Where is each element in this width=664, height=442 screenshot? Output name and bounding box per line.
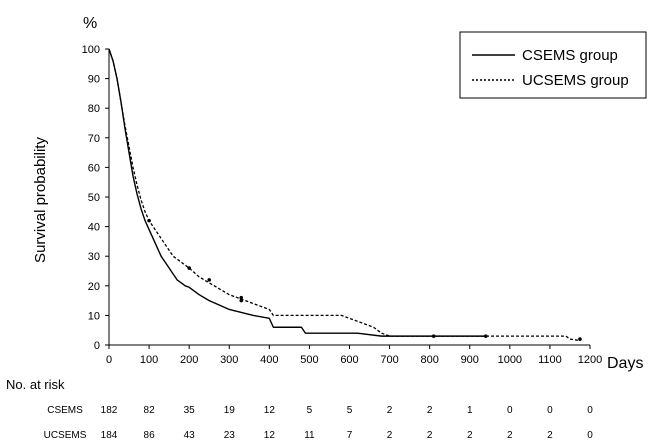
risk-value: 0 xyxy=(547,405,553,416)
y-tick-label: 90 xyxy=(88,74,100,86)
survival-curves xyxy=(108,48,581,342)
x-tick-label: 700 xyxy=(380,354,398,366)
risk-value: 11 xyxy=(304,430,315,441)
risk-value: 5 xyxy=(307,405,313,416)
csems-censor-mark xyxy=(483,334,488,338)
ucsems-censor-mark xyxy=(187,266,191,270)
y-unit-label: % xyxy=(83,15,97,32)
csems-censor-mark xyxy=(239,298,244,303)
risk-value: 0 xyxy=(507,405,513,416)
x-axis-label: Days xyxy=(607,355,643,372)
risk-table-title: No. at risk xyxy=(6,377,65,392)
y-tick-label: 50 xyxy=(88,192,100,204)
csems-censor-mark xyxy=(431,334,436,338)
ucsems-censor-mark xyxy=(239,295,244,300)
risk-value: 2 xyxy=(507,430,513,441)
risk-value: 1 xyxy=(467,405,473,416)
x-tick-label: 400 xyxy=(260,354,278,366)
risk-value: 35 xyxy=(184,405,196,416)
y-tick-label: 0 xyxy=(94,340,100,352)
x-tick-label: 100 xyxy=(140,354,158,366)
x-tick-label: 300 xyxy=(220,354,238,366)
risk-value: 184 xyxy=(101,430,118,441)
x-tick-label: 200 xyxy=(180,354,198,366)
x-tick-label: 900 xyxy=(461,354,479,366)
legend-label-csems: CSEMS group xyxy=(522,47,618,64)
y-ticks: 0 10 20 30 40 50 60 70 80 90 100 xyxy=(82,44,109,352)
risk-value: 7 xyxy=(347,430,353,441)
legend: CSEMS group UCSEMS group xyxy=(459,31,647,99)
x-tick-label: 1100 xyxy=(538,354,562,366)
y-tick-label: 10 xyxy=(88,310,100,322)
risk-value: 2 xyxy=(387,405,393,416)
x-tick-label: 800 xyxy=(420,354,438,366)
risk-value: 23 xyxy=(224,430,236,441)
risk-value: 0 xyxy=(587,405,593,416)
y-tick-label: 30 xyxy=(88,251,100,263)
risk-value: 43 xyxy=(184,430,196,441)
risk-value: 2 xyxy=(427,405,433,416)
x-tick-label: 0 xyxy=(106,354,112,366)
ucsems-censor-mark xyxy=(147,218,151,223)
risk-row-label: CSEMS xyxy=(47,405,83,416)
y-tick-label: 100 xyxy=(82,44,100,56)
ucsems-survival-line xyxy=(108,48,581,342)
risk-value: 2 xyxy=(387,430,393,441)
censor-marks xyxy=(147,218,582,341)
risk-value: 2 xyxy=(427,430,433,441)
risk-value: 182 xyxy=(101,405,118,416)
y-tick-label: 40 xyxy=(88,222,100,234)
y-tick-label: 70 xyxy=(88,133,100,145)
risk-value: 2 xyxy=(547,430,553,441)
y-tick-label: 60 xyxy=(88,162,100,174)
risk-row-label: UCSEMS xyxy=(44,430,87,441)
x-ticks: 0 100 200 300 400 500 600 700 800 900 1000 1100 1200 xyxy=(106,345,602,366)
ucsems-censor-mark xyxy=(207,278,212,282)
csems-survival-line xyxy=(108,48,486,337)
x-tick-label: 1200 xyxy=(578,354,602,366)
risk-value: 12 xyxy=(264,430,276,441)
ucsems-censor-mark xyxy=(578,337,582,341)
legend-box xyxy=(459,31,647,99)
y-tick-label: 80 xyxy=(88,103,100,115)
risk-value: 86 xyxy=(144,430,156,441)
y-axis-label: Survival probability xyxy=(32,137,49,263)
legend-label-ucsems: UCSEMS group xyxy=(522,72,629,89)
x-tick-label: 1000 xyxy=(498,354,522,366)
risk-value: 2 xyxy=(467,430,473,441)
x-tick-label: 600 xyxy=(340,354,358,366)
risk-value: 19 xyxy=(224,405,236,416)
risk-table: CSEMS 182 82 35 19 12 5 5 2 2 1 0 0 0 UCSEMS 184 86 43 23 1… xyxy=(44,405,594,441)
risk-value: 82 xyxy=(144,405,156,416)
x-tick-label: 500 xyxy=(300,354,318,366)
risk-value: 0 xyxy=(587,430,593,441)
risk-value: 12 xyxy=(264,405,276,416)
y-tick-label: 20 xyxy=(88,281,100,293)
risk-value: 5 xyxy=(347,405,353,416)
